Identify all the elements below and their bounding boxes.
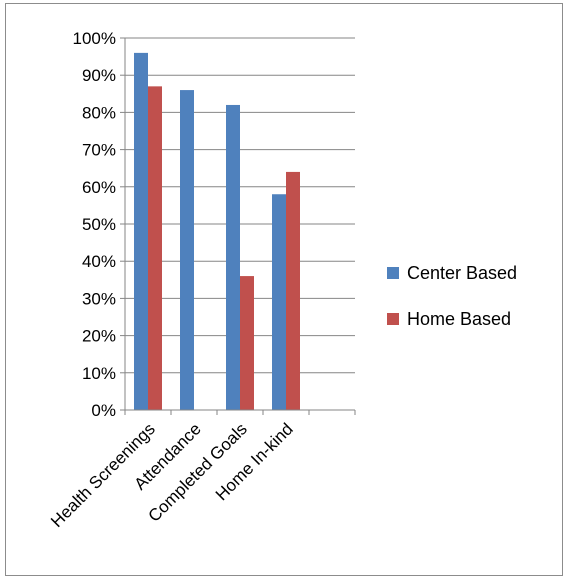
- legend-swatch: [387, 313, 399, 325]
- legend-swatch: [387, 267, 399, 279]
- bars: [134, 52, 300, 411]
- y-tick-labels: 0% 10% 20% 30% 40% 50% 60% 70% 80% 90% 100%: [73, 29, 116, 420]
- bar: [134, 52, 148, 410]
- legend-label: Center Based: [407, 263, 517, 283]
- y-tick-label: 70%: [82, 141, 116, 160]
- bar-chart: 0% 10% 20% 30% 40% 50% 60% 70% 80% 90% 100% Health…: [47, 29, 517, 531]
- bar: [180, 90, 194, 410]
- y-tick-label: 10%: [82, 364, 116, 383]
- y-tick-label: 30%: [82, 289, 116, 308]
- bar: [226, 104, 240, 411]
- y-tick-label: 100%: [73, 29, 116, 48]
- chart-frame: 0% 10% 20% 30% 40% 50% 60% 70% 80% 90% 100% Health…: [5, 3, 563, 576]
- y-tick-label: 40%: [82, 252, 116, 271]
- y-tick-label: 90%: [82, 66, 116, 85]
- y-tick-label: 50%: [82, 215, 116, 234]
- y-tick-label: 80%: [82, 103, 116, 122]
- bar: [272, 194, 286, 410]
- legend: Center Based Home Based: [387, 263, 517, 329]
- legend-label: Home Based: [407, 309, 511, 329]
- bar: [148, 86, 162, 411]
- y-tick-label: 0%: [91, 401, 116, 420]
- y-tick-label: 20%: [82, 327, 116, 346]
- bar: [240, 276, 254, 410]
- axes: [120, 37, 356, 415]
- y-tick-label: 60%: [82, 178, 116, 197]
- bar: [286, 171, 300, 410]
